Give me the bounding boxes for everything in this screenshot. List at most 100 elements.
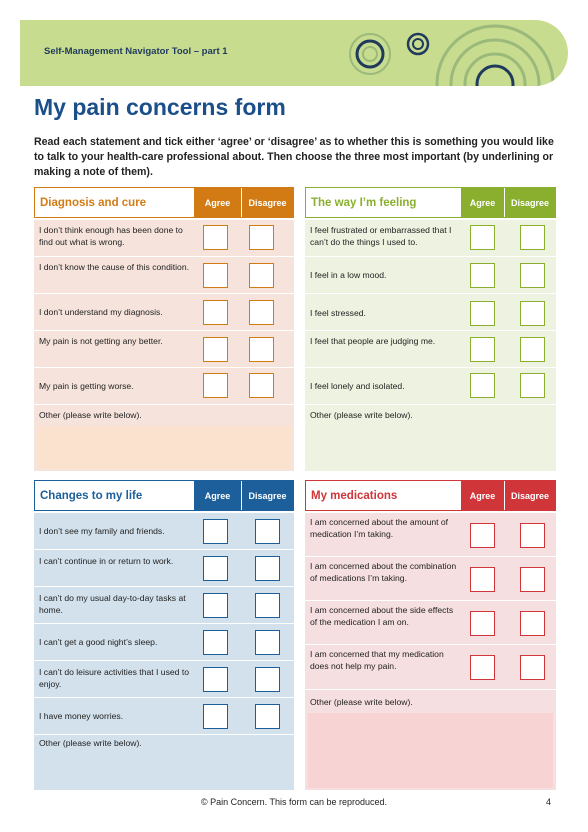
disagree-checkbox[interactable] (255, 519, 280, 544)
statement-text: My pain is not getting any better. (39, 336, 163, 346)
agree-checkbox[interactable] (470, 225, 495, 250)
statement-text: I can’t get a good night’s sleep. (39, 637, 158, 647)
list-item: I am concerned about the amount of medic… (305, 513, 556, 557)
agree-checkbox[interactable] (203, 225, 228, 250)
other-label: Other (please write below). (39, 738, 142, 748)
disagree-checkbox[interactable] (249, 373, 274, 398)
disagree-checkbox[interactable] (249, 337, 274, 362)
disagree-checkbox[interactable] (255, 704, 280, 729)
other-label: Other (please write below). (310, 697, 413, 707)
disagree-column-header: Disagree (504, 188, 555, 217)
statement-text: I can’t do leisure activities that I use… (39, 667, 189, 689)
agree-checkbox[interactable] (470, 567, 495, 592)
agree-checkbox[interactable] (470, 337, 495, 362)
agree-checkbox[interactable] (470, 523, 495, 548)
disagree-checkbox[interactable] (520, 263, 545, 288)
statement-text: I have money worries. (39, 711, 124, 721)
panel-header: My medications Agree Disagree (305, 480, 556, 511)
list-item: I feel frustrated or embarrassed that I … (305, 220, 556, 257)
disagree-checkbox[interactable] (255, 667, 280, 692)
panel-body: I am concerned about the amount of medic… (305, 513, 556, 790)
disagree-checkbox[interactable] (255, 556, 280, 581)
statement-text: I am concerned about the side effects of… (310, 605, 454, 627)
intro-text: Read each statement and tick either ‘agr… (34, 136, 554, 179)
statement-text: I feel lonely and isolated. (310, 381, 405, 391)
list-item: I don’t think enough has been done to fi… (34, 220, 294, 257)
statement-text: I feel frustrated or embarrassed that I … (310, 225, 452, 247)
agree-checkbox[interactable] (203, 667, 228, 692)
disagree-checkbox[interactable] (249, 263, 274, 288)
list-item: I feel in a low mood. (305, 257, 556, 294)
disagree-checkbox[interactable] (520, 655, 545, 680)
statement-text: I don’t see my family and friends. (39, 526, 165, 536)
disagree-checkbox[interactable] (520, 301, 545, 326)
page-title: My pain concerns form (34, 94, 286, 120)
statement-text: I can’t do my usual day-to-day tasks at … (39, 593, 186, 615)
disagree-checkbox[interactable] (520, 373, 545, 398)
panel-header: Diagnosis and cure Agree Disagree (34, 187, 294, 218)
list-item: I am concerned about the combination of … (305, 557, 556, 601)
list-item: My pain is getting worse. (34, 368, 294, 405)
statement-text: I am concerned that my medication does n… (310, 649, 444, 671)
other-write-area[interactable] (308, 713, 553, 788)
statement-text: I feel that people are judging me. (310, 336, 436, 346)
disagree-checkbox[interactable] (249, 225, 274, 250)
list-item: I can’t do leisure activities that I use… (34, 661, 294, 698)
agree-checkbox[interactable] (470, 611, 495, 636)
agree-checkbox[interactable] (203, 519, 228, 544)
panel-header: The way I’m feeling Agree Disagree (305, 187, 556, 218)
agree-checkbox[interactable] (203, 263, 228, 288)
statement-text: I am concerned about the amount of medic… (310, 517, 449, 539)
panel-diagnosis-and-cure: Diagnosis and cure Agree Disagree I don’… (34, 187, 294, 471)
decorative-circles-icon (349, 24, 555, 86)
agree-checkbox[interactable] (203, 704, 228, 729)
list-item: My pain is not getting any better. (34, 331, 294, 368)
agree-checkbox[interactable] (203, 630, 228, 655)
disagree-checkbox[interactable] (255, 593, 280, 618)
list-item: I feel stressed. (305, 294, 556, 331)
panel-header: Changes to my life Agree Disagree (34, 480, 294, 511)
panel-title: Changes to my life (40, 489, 143, 502)
disagree-checkbox[interactable] (520, 337, 545, 362)
agree-checkbox[interactable] (470, 373, 495, 398)
disagree-checkbox[interactable] (520, 225, 545, 250)
agree-checkbox[interactable] (203, 300, 228, 325)
other-write-area[interactable] (37, 426, 291, 469)
list-item: I can’t do my usual day-to-day tasks at … (34, 587, 294, 624)
panel-the-way-im-feeling: The way I’m feeling Agree Disagree I fee… (305, 187, 556, 471)
statement-text: I feel in a low mood. (310, 270, 387, 280)
agree-checkbox[interactable] (203, 556, 228, 581)
agree-checkbox[interactable] (470, 655, 495, 680)
agree-checkbox[interactable] (203, 373, 228, 398)
disagree-column-header: Disagree (241, 481, 293, 510)
list-item: I feel lonely and isolated. (305, 368, 556, 405)
agree-checkbox[interactable] (470, 263, 495, 288)
other-write-area[interactable] (37, 753, 291, 788)
statement-text: I can’t continue in or return to work. (39, 556, 174, 566)
agree-checkbox[interactable] (203, 337, 228, 362)
disagree-column-header: Disagree (504, 481, 555, 510)
agree-column-header: Agree (193, 188, 241, 217)
agree-checkbox[interactable] (203, 593, 228, 618)
panel-body: I don’t think enough has been done to fi… (34, 220, 294, 471)
panel-changes-to-my-life: Changes to my life Agree Disagree I don’… (34, 480, 294, 790)
disagree-checkbox[interactable] (520, 611, 545, 636)
list-item: I feel that people are judging me. (305, 331, 556, 368)
disagree-checkbox[interactable] (255, 630, 280, 655)
panel-title: My medications (311, 489, 398, 502)
disagree-checkbox[interactable] (520, 523, 545, 548)
statement-text: I am concerned about the combination of … (310, 561, 457, 583)
list-item: I don’t see my family and friends. (34, 513, 294, 550)
list-item: I have money worries. (34, 698, 294, 735)
list-item: I don’t understand my diagnosis. (34, 294, 294, 331)
agree-checkbox[interactable] (470, 301, 495, 326)
disagree-column-header: Disagree (241, 188, 293, 217)
disagree-checkbox[interactable] (249, 300, 274, 325)
list-item: I can’t get a good night’s sleep. (34, 624, 294, 661)
agree-column-header: Agree (460, 481, 504, 510)
agree-column-header: Agree (460, 188, 504, 217)
other-write-area[interactable] (308, 426, 553, 469)
other-label: Other (please write below). (310, 410, 413, 420)
disagree-checkbox[interactable] (520, 567, 545, 592)
panel-title: The way I’m feeling (311, 196, 417, 209)
